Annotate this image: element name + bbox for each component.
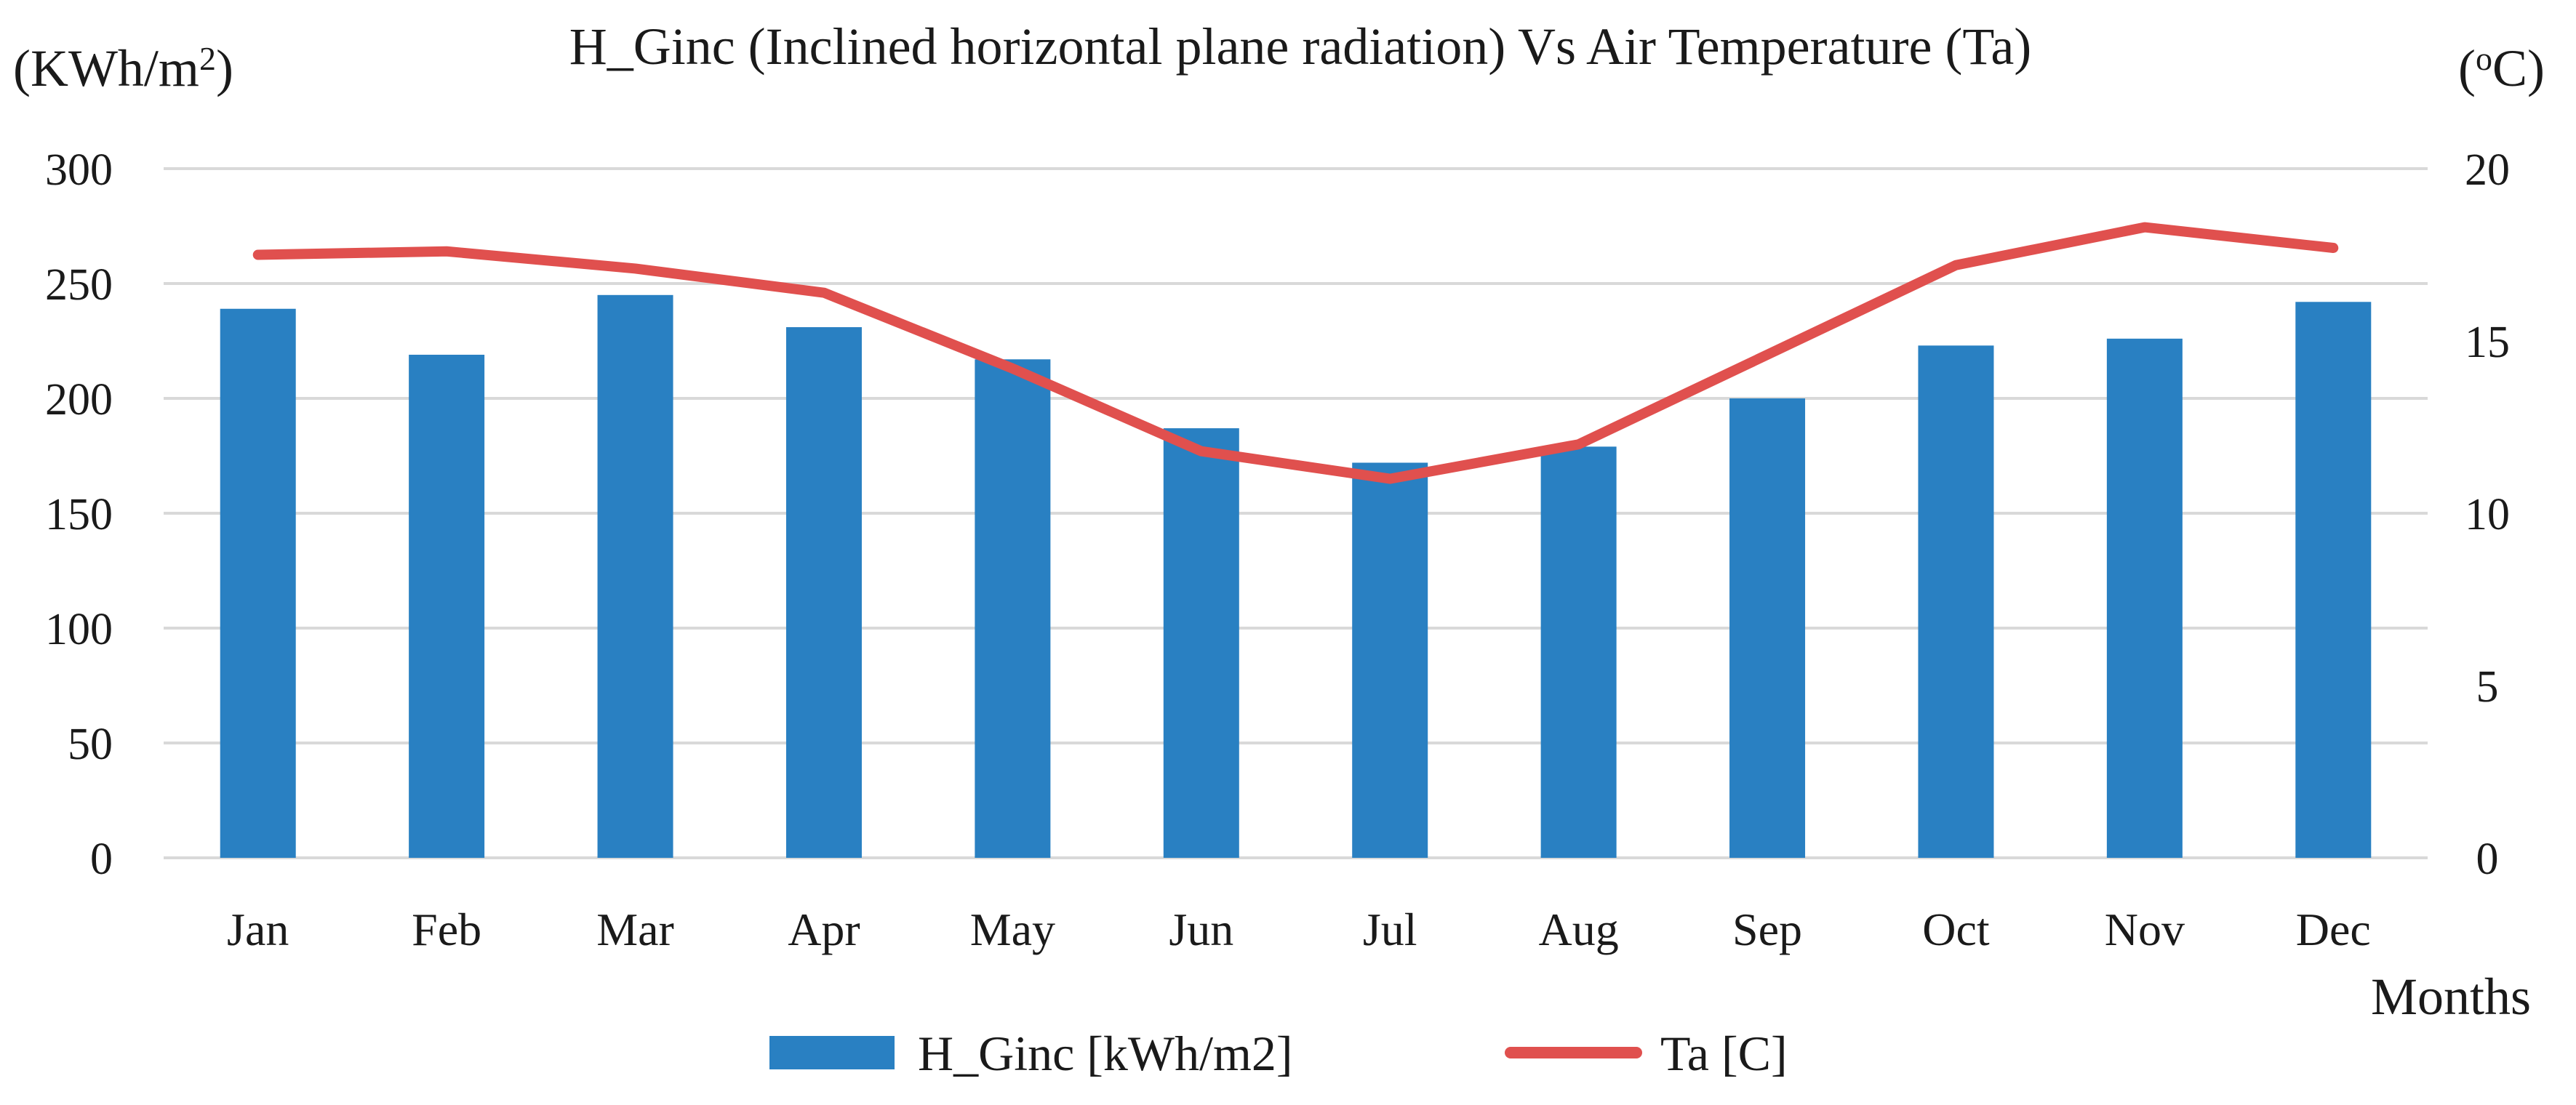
legend-bar-swatch <box>769 1036 895 1069</box>
bar-feb <box>409 354 485 859</box>
bar-aug <box>1540 446 1617 858</box>
bar-sep <box>1729 398 1806 858</box>
line-point-feb <box>446 250 448 252</box>
line-point-mar <box>634 268 636 270</box>
legend: H_Ginc [kWh/m2] Ta [C] <box>769 1026 1788 1081</box>
right-tick-label: 0 <box>2476 835 2499 884</box>
left-tick-label: 250 <box>45 260 113 310</box>
line-point-aug <box>1577 443 1580 446</box>
bar-apr <box>785 327 862 858</box>
bar-jul <box>1352 462 1428 858</box>
line-point-jul <box>1389 478 1391 480</box>
line-point-may <box>1012 367 1014 369</box>
chart-title: H_Ginc (Inclined horizontal plane radiat… <box>569 17 2032 76</box>
left-tick-label: 200 <box>45 375 113 425</box>
gridlines <box>164 167 2428 859</box>
month-label-mar: Mar <box>596 904 674 955</box>
right-tick-label: 10 <box>2465 490 2510 539</box>
month-label-jun: Jun <box>1169 904 1233 955</box>
line-series <box>252 222 2339 484</box>
month-label-may: May <box>970 904 1055 955</box>
line-point-jun <box>1200 450 1202 452</box>
month-label-dec: Dec <box>2296 904 2371 955</box>
x-axis-title: Months <box>2371 968 2531 1026</box>
month-label-aug: Aug <box>1539 904 1619 955</box>
left-tick-label: 0 <box>90 835 113 884</box>
temperature-line <box>252 222 2339 484</box>
legend-line-label: Ta [C] <box>1660 1026 1788 1081</box>
line-point-nov <box>2143 226 2145 228</box>
right-axis-unit: (oC) <box>2458 39 2545 97</box>
bar-may <box>975 359 1051 858</box>
left-tick-label: 100 <box>45 605 113 654</box>
line-point-jan <box>257 254 259 256</box>
month-label-oct: Oct <box>1922 904 1990 955</box>
left-axis-unit: (KWh/m2) <box>13 39 233 97</box>
line-point-dec <box>2332 247 2335 249</box>
line-point-oct <box>1955 264 1957 266</box>
line-point-apr <box>823 292 825 294</box>
bar-series <box>220 294 2372 859</box>
left-axis-ticks: 0 50 100 150 200 250 300 <box>45 145 113 884</box>
left-tick-label: 150 <box>45 490 113 539</box>
month-label-feb: Feb <box>412 904 481 955</box>
legend-bar-label: H_Ginc [kWh/m2] <box>918 1026 1293 1081</box>
bar-nov <box>2106 338 2183 859</box>
bar-oct <box>1918 345 1994 858</box>
bar-mar <box>597 294 673 858</box>
line-point-sep <box>1767 353 1769 355</box>
left-tick-label: 300 <box>45 145 113 195</box>
bar-dec <box>2295 302 2372 858</box>
left-tick-label: 50 <box>68 720 113 769</box>
month-label-jan: Jan <box>227 904 289 955</box>
month-label-jul: Jul <box>1363 904 1417 955</box>
right-tick-label: 15 <box>2465 318 2510 367</box>
right-tick-label: 20 <box>2465 145 2510 195</box>
right-axis-ticks: 0 5 10 15 20 <box>2465 145 2510 884</box>
month-label-apr: Apr <box>788 904 860 955</box>
bar-jun <box>1163 428 1239 858</box>
x-axis-ticks: Jan Feb Mar Apr May Jun Jul Aug Sep Oct Nov Dec <box>227 904 2371 955</box>
right-tick-label: 5 <box>2476 662 2499 712</box>
month-label-sep: Sep <box>1732 904 1802 955</box>
bar-jan <box>220 308 296 858</box>
month-label-nov: Nov <box>2105 904 2185 955</box>
